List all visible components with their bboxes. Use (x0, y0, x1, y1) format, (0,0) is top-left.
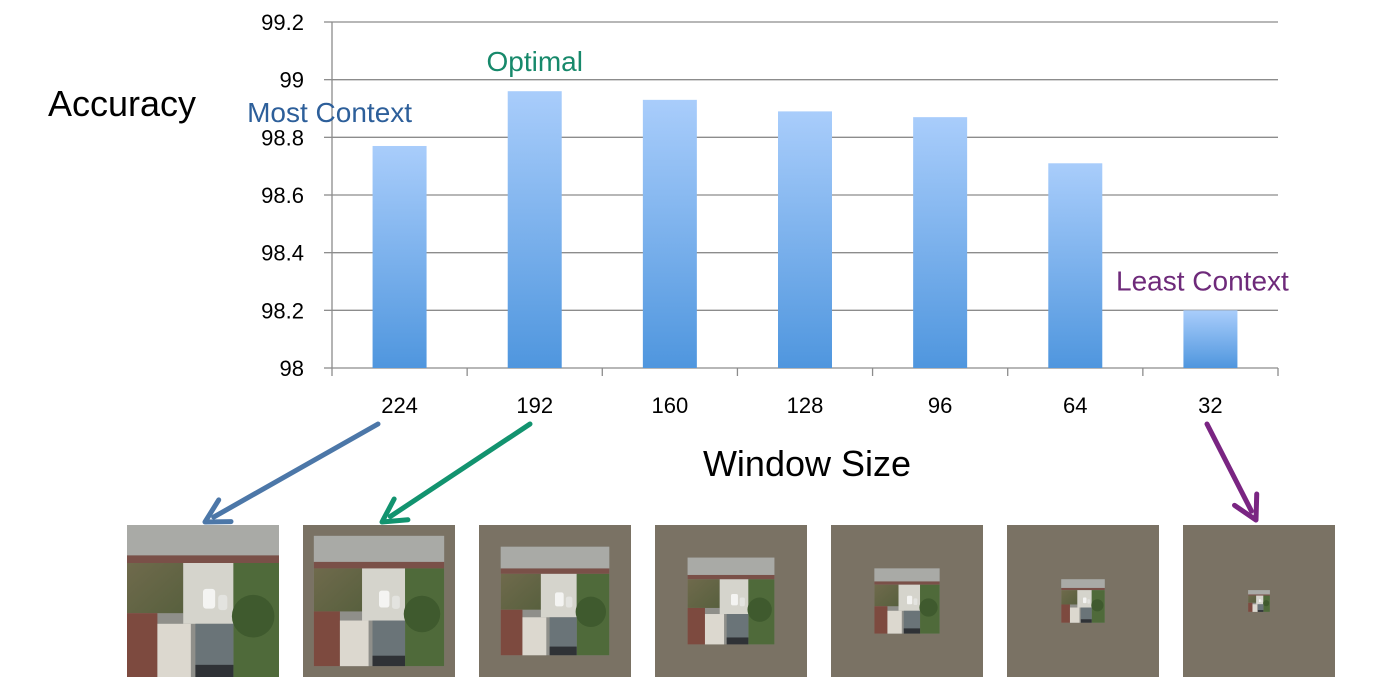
bar-224 (372, 145, 427, 368)
x-tick-label: 128 (787, 393, 824, 418)
thumbnail-window-96 (831, 525, 983, 677)
annotation-optimal: Optimal (486, 46, 582, 77)
bar-64 (1048, 163, 1103, 368)
y-axis-title: Accuracy (48, 83, 196, 124)
bar-32 (1183, 310, 1238, 368)
x-tick-label: 64 (1063, 393, 1087, 418)
arrow-192 (379, 421, 533, 525)
y-axis-ticks: 98 98.2 98.4 98.6 98.8 99 99.2 (261, 10, 332, 381)
aerial-crop (874, 568, 940, 634)
bar-96 (913, 117, 968, 369)
bar-192 (507, 91, 562, 368)
x-tick-label: 224 (381, 393, 418, 418)
thumbnail-window-128 (655, 525, 807, 677)
thumbnail-window-192 (303, 525, 455, 677)
thumbnail-window-160 (479, 525, 631, 677)
arrow-32 (1204, 421, 1260, 523)
y-tick-label: 99.2 (261, 10, 304, 35)
aerial-crop (687, 557, 775, 645)
window-thumbnails (127, 525, 1335, 677)
y-tick-label: 99 (280, 68, 304, 93)
y-tick-label: 98.8 (261, 125, 304, 150)
x-tick-label: 32 (1198, 393, 1222, 418)
x-axis-title: Window Size (703, 443, 911, 484)
bar-160 (642, 99, 697, 368)
aerial-crop (500, 546, 610, 656)
thumbnail-window-32 (1183, 525, 1335, 677)
x-tick-label: 96 (928, 393, 952, 418)
annotations: Most Context Optimal Least Context (247, 46, 1289, 296)
arrows (202, 421, 1260, 525)
bars (372, 91, 1238, 369)
annotation-least-context: Least Context (1116, 265, 1289, 296)
y-tick-label: 98.2 (261, 298, 304, 323)
annotation-most-context: Most Context (247, 97, 412, 128)
arrow-224 (202, 421, 381, 525)
x-tick-label: 192 (516, 393, 553, 418)
x-axis-ticks: 224 192 160 128 96 64 32 (331, 368, 1279, 418)
x-tick-label: 160 (651, 393, 688, 418)
aerial-crop (313, 535, 445, 667)
bar-128 (778, 111, 832, 368)
aerial-crop (1248, 590, 1270, 612)
thumbnail-window-224 (127, 525, 279, 677)
y-tick-label: 98.4 (261, 241, 304, 266)
thumbnail-window-64 (1007, 525, 1159, 677)
y-tick-label: 98 (280, 356, 304, 381)
aerial-crop (1061, 579, 1105, 623)
aerial-crop (127, 525, 279, 677)
y-tick-label: 98.6 (261, 183, 304, 208)
